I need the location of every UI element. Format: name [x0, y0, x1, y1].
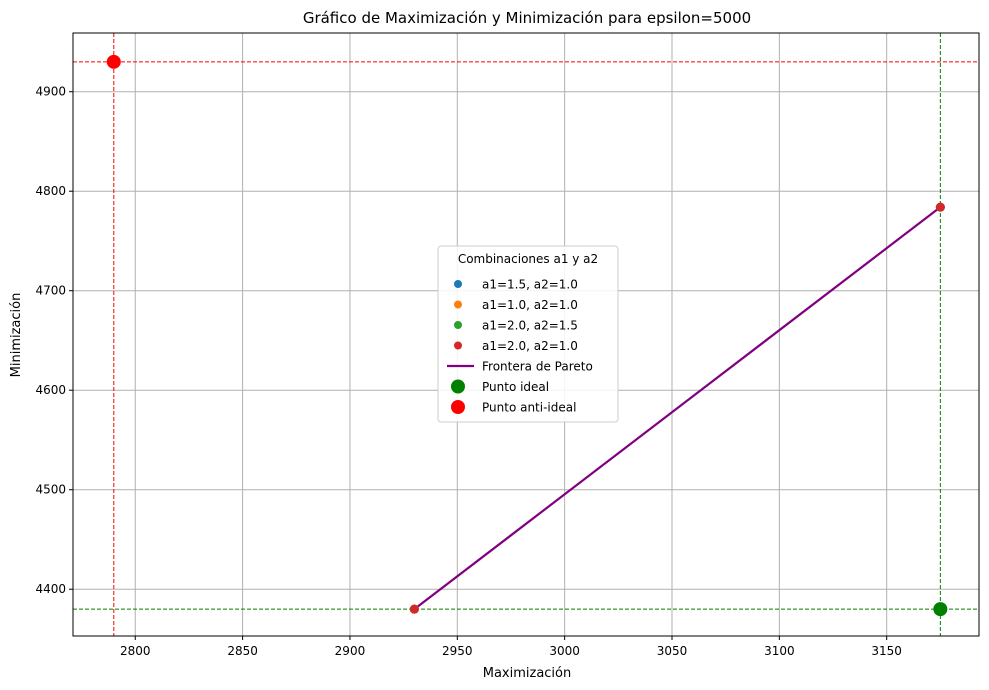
legend-entry-label: Punto anti-ideal: [482, 401, 576, 415]
y-axis-label: Minimización: [9, 293, 24, 378]
reference-lines: [73, 33, 979, 636]
legend-title: Combinaciones a1 y a2: [458, 252, 598, 266]
x-axis-label: Maximización: [483, 666, 572, 681]
x-tick-label: 2850: [227, 644, 258, 658]
y-tick-label: 4900: [35, 85, 66, 99]
y-tick-label: 4400: [35, 582, 66, 596]
legend-entry-label: Frontera de Pareto: [482, 360, 593, 374]
legend-entry-label: a1=1.5, a2=1.0: [482, 278, 578, 292]
legend-entry-label: a1=2.0, a2=1.5: [482, 319, 578, 333]
x-tick-label: 2800: [120, 644, 151, 658]
scatter-point: [409, 604, 419, 614]
legend-entry-label: Punto ideal: [482, 380, 549, 394]
chart-title: Gráfico de Maximización y Minimización p…: [303, 9, 751, 27]
legend-entry-label: a1=1.0, a2=1.0: [482, 298, 578, 312]
legend: Combinaciones a1 y a2 a1=1.5, a2=1.0 a1=1.…: [437, 245, 619, 423]
x-tick-label: 2950: [442, 644, 473, 658]
legend-scatter-swatch: [454, 280, 462, 288]
y-axis-ticks: 4400 4500 4600 4700 4800 4900: [35, 85, 73, 596]
x-tick-label: 3050: [657, 644, 688, 658]
anti-ideal-point-marker: [106, 54, 121, 69]
x-tick-label: 2900: [335, 644, 366, 658]
x-tick-label: 3150: [871, 644, 902, 658]
legend-scatter-swatch: [454, 321, 462, 329]
legend-entry-label: a1=2.0, a2=1.0: [482, 339, 578, 353]
y-tick-label: 4800: [35, 184, 66, 198]
series-layer: [106, 54, 948, 617]
x-tick-label: 3000: [549, 644, 580, 658]
pareto-frontier-line: [413, 206, 942, 611]
legend-scatter-swatch: [454, 300, 462, 309]
scatter-point: [935, 202, 945, 212]
plot-frame: [72, 32, 980, 637]
y-tick-label: 4600: [35, 383, 66, 397]
y-tick-label: 4500: [35, 483, 66, 497]
legend-scatter-swatch: [454, 341, 462, 350]
legend-box: [437, 245, 619, 423]
legend-marker-swatch: [451, 400, 465, 414]
y-tick-label: 4700: [35, 284, 66, 298]
ideal-point-marker: [933, 602, 948, 617]
legend-marker-swatch: [451, 379, 465, 394]
x-tick-label: 3100: [764, 644, 795, 658]
x-axis-ticks: 2800 2850 2900 2950 3000 3050 3100 3150: [120, 636, 902, 658]
